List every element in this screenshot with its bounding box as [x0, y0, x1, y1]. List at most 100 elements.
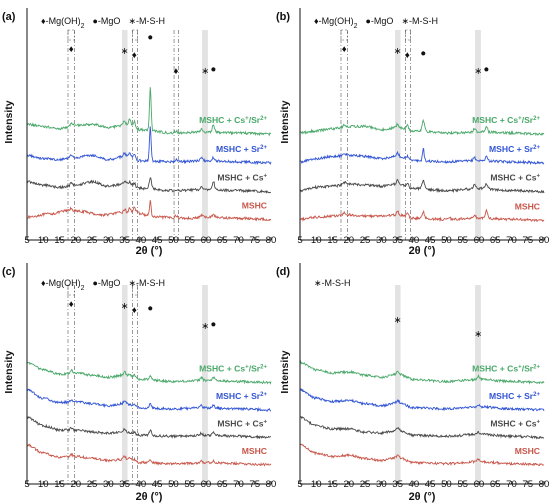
- phase-legend: ♦-Mg(OH)2 ●-MgO ∗-M-S-H: [314, 16, 438, 30]
- guide-bracket: [67, 284, 75, 296]
- x-tick-label: 75: [249, 479, 260, 490]
- peak-marker: ∗: [394, 46, 402, 57]
- x-tick-label: 70: [233, 479, 244, 490]
- series-label: MSHC: [515, 201, 540, 211]
- x-axis-title: 2θ (°): [136, 245, 163, 257]
- peak-marker: ♦: [132, 50, 137, 61]
- xrd-trace-mshc-cs-: [299, 178, 545, 194]
- x-tick-label: 75: [522, 479, 533, 490]
- x-tick-label: 45: [152, 235, 163, 246]
- series-label: MSHC: [242, 446, 267, 456]
- x-tick-label: 15: [54, 479, 65, 490]
- x-tick-label: 15: [327, 479, 338, 490]
- x-tick-label: 5: [297, 479, 302, 490]
- series-label: MSHC: [515, 446, 540, 456]
- x-tick-label: 10: [38, 479, 49, 490]
- x-tick-label: 80: [266, 235, 277, 246]
- msh-shaded-band: [394, 30, 401, 240]
- peak-marker: ♦: [405, 50, 410, 61]
- x-tick-label: 40: [409, 235, 420, 246]
- x-tick-label: 40: [136, 479, 147, 490]
- phase-legend: ∗-M-S-H: [314, 278, 351, 288]
- panel-label: (c): [2, 266, 16, 278]
- xrd-trace-mshc: [26, 443, 272, 467]
- series-label: MSHC + Sr2+: [216, 144, 268, 154]
- x-tick-label: 25: [360, 479, 371, 490]
- x-tick-label: 30: [103, 235, 114, 246]
- x-tick-label: 20: [343, 235, 354, 246]
- x-tick-label: 45: [425, 479, 436, 490]
- x-tick-label: 70: [506, 479, 517, 490]
- x-tick-label: 80: [266, 479, 277, 490]
- series-label: MSHC + Sr2+: [489, 391, 541, 401]
- guide-bracket: [132, 284, 138, 296]
- x-tick-label: 80: [539, 235, 550, 246]
- series-label: MSHC + Cs+/Sr2+: [199, 115, 267, 125]
- series-label: MSHC + Cs+: [217, 418, 267, 428]
- x-tick-label: 40: [409, 479, 420, 490]
- x-axis-title: 2θ (°): [409, 491, 436, 503]
- xrd-trace-mshc-sr2-: [26, 126, 272, 166]
- x-tick-label: 45: [152, 479, 163, 490]
- x-tick-label: 50: [441, 479, 452, 490]
- msh-shaded-band: [475, 30, 481, 240]
- peak-marker: ●: [211, 64, 217, 75]
- peak-marker: ●: [147, 303, 153, 314]
- series-label: MSHC + Cs+: [490, 173, 540, 183]
- xrd-panel-2: MSHC MSHC + Cs+ MSHC + Sr2+ MSHC + Cs+/Sr2+…: [276, 8, 549, 257]
- peak-marker: ∗: [474, 66, 482, 77]
- x-tick-label: 25: [360, 235, 371, 246]
- xrd-trace-mshc-cs-: [26, 177, 271, 194]
- xrd-trace-mshc-cs-sr2-: [26, 361, 272, 385]
- peak-marker: ∗: [121, 301, 129, 312]
- x-tick-label: 55: [457, 479, 468, 490]
- peak-marker: ∗: [394, 315, 402, 326]
- y-axis-title: Intensity: [279, 100, 291, 143]
- msh-shaded-band: [121, 285, 128, 484]
- x-tick-label: 20: [70, 235, 81, 246]
- peak-marker: ♦: [69, 299, 74, 310]
- x-tick-label: 15: [54, 235, 65, 246]
- x-tick-label: 10: [38, 235, 49, 246]
- x-tick-label: 75: [249, 235, 260, 246]
- peak-marker: ∗: [201, 321, 209, 332]
- x-tick-label: 20: [343, 479, 354, 490]
- x-tick-label: 65: [217, 479, 228, 490]
- xrd-trace-mshc-sr2-: [26, 388, 271, 413]
- series-label: MSHC + Sr2+: [216, 391, 268, 401]
- panel-label: (b): [276, 11, 290, 23]
- xrd-trace-mshc: [299, 208, 545, 223]
- xrd-trace-mshc-cs-: [26, 415, 272, 440]
- x-tick-label: 60: [474, 235, 485, 246]
- x-tick-label: 70: [233, 235, 244, 246]
- x-tick-label: 65: [490, 235, 501, 246]
- xrd-trace-mshc-cs-: [299, 416, 544, 440]
- series-label: MSHC + Cs+: [490, 418, 540, 428]
- msh-shaded-band: [202, 285, 208, 484]
- x-tick-label: 40: [136, 235, 147, 246]
- msh-shaded-band: [475, 285, 481, 484]
- series-label: MSHC + Cs+/Sr2+: [472, 364, 540, 374]
- xrd-panel-1: MSHC MSHC + Cs+ MSHC + Sr2+ MSHC + Cs+/Sr2+…: [2, 8, 276, 257]
- peak-marker: ♦: [174, 66, 179, 77]
- xrd-trace-mshc-sr2-: [299, 147, 545, 166]
- x-tick-label: 45: [425, 235, 436, 246]
- xrd-trace-mshc-cs-sr2-: [26, 87, 272, 137]
- xrd-trace-mshc-cs-sr2-: [299, 360, 545, 385]
- series-label: MSHC + Cs+/Sr2+: [472, 115, 540, 125]
- series-label: MSHC: [242, 200, 267, 210]
- x-tick-label: 35: [392, 479, 403, 490]
- x-tick-label: 30: [103, 479, 114, 490]
- phase-legend: ♦-Mg(OH)2 ●-MgO ∗-M-S-H: [41, 16, 165, 30]
- peak-marker: ♦: [132, 305, 137, 316]
- peak-marker: ∗: [474, 329, 482, 340]
- x-tick-label: 75: [522, 235, 533, 246]
- x-tick-label: 5: [297, 235, 302, 246]
- x-tick-label: 70: [506, 235, 517, 246]
- phase-legend: ♦-Mg(OH)2 ●-MgO ∗-M-S-H: [41, 278, 165, 292]
- xrd-trace-mshc-sr2-: [299, 388, 545, 412]
- x-tick-label: 65: [217, 235, 228, 246]
- x-tick-label: 10: [311, 235, 322, 246]
- y-axis-title: Intensity: [3, 100, 15, 143]
